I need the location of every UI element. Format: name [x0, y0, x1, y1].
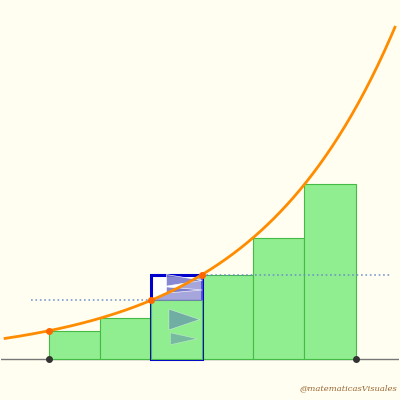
Bar [253, 238, 304, 360]
Polygon shape [166, 274, 202, 286]
Polygon shape [166, 287, 202, 293]
Bar [100, 318, 151, 360]
Polygon shape [170, 333, 197, 345]
Bar [304, 184, 356, 360]
Bar [49, 331, 100, 360]
Bar [151, 300, 202, 360]
Polygon shape [151, 274, 202, 300]
Text: @matematicasVisuales: @matematicasVisuales [300, 385, 398, 393]
Polygon shape [169, 309, 200, 330]
Bar [151, 274, 202, 360]
Bar [151, 300, 202, 360]
Bar [202, 274, 253, 360]
